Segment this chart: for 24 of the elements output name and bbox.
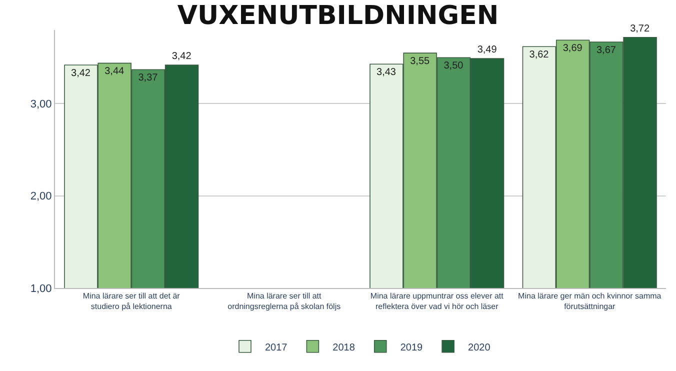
x-tick-label: Mina lärare ger män och kvinnor samma förutsättningar xyxy=(518,292,662,311)
data-label: 3,44 xyxy=(104,66,125,78)
x-tick-label: Mina lärare ser till att ordningsreglerna på skolan följs xyxy=(228,292,341,311)
data-label: 3,55 xyxy=(410,56,430,68)
y-tick-label: 2,00 xyxy=(30,190,52,203)
data-label: 3,62 xyxy=(529,50,550,61)
data-label: 3,37 xyxy=(138,72,158,84)
data-label: 3,69 xyxy=(562,43,583,54)
y-tick-label: 3,00 xyxy=(30,98,52,111)
data-label: 3,42 xyxy=(71,68,91,80)
data-label: 3,49 xyxy=(477,44,498,56)
x-tick-label: Mina lärare uppmuntrar oss elever att reflektera över vad vi hör och läser xyxy=(370,292,504,311)
legend-label: 2017 xyxy=(265,342,288,354)
y-tick-label: 1,00 xyxy=(30,282,52,295)
x-tick-label: Mina lärare ser till att det är studiero på lektionerna xyxy=(82,292,180,311)
legend-label: 2019 xyxy=(400,342,424,354)
data-label: 3,43 xyxy=(376,67,396,78)
data-label: 3,42 xyxy=(172,51,192,62)
legend-label: 2020 xyxy=(468,342,491,354)
data-label: 3,72 xyxy=(630,23,650,34)
chart-title: VUXENUTBILDNINGEN xyxy=(177,0,499,31)
data-label: 3,50 xyxy=(444,60,464,72)
legend-label: 2018 xyxy=(332,342,356,354)
data-label: 3,67 xyxy=(596,44,616,56)
